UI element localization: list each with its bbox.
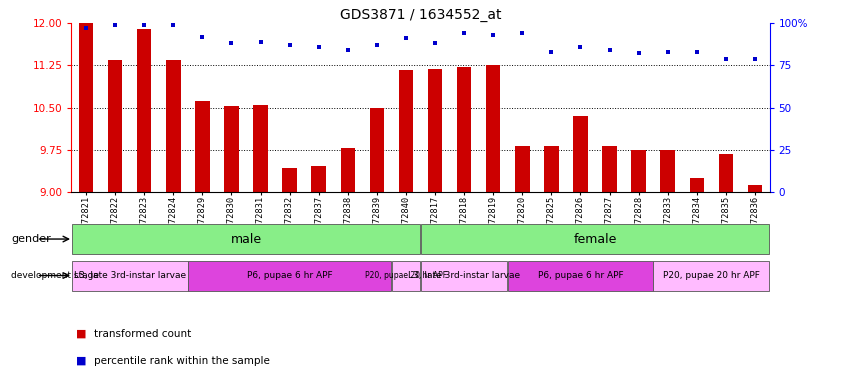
Bar [748,185,762,192]
Bar [195,101,209,192]
Text: P6, pupae 6 hr APF: P6, pupae 6 hr APF [246,271,332,280]
Bar [311,166,326,192]
Bar [79,23,93,192]
Bar [283,168,297,192]
Bar [137,29,151,192]
Bar [718,154,733,192]
Bar [420,260,507,291]
Bar [166,60,181,192]
Bar [369,108,384,192]
Text: female: female [574,233,616,245]
Text: male: male [230,233,262,245]
Bar [71,260,188,291]
Bar [602,146,616,192]
Text: transformed count: transformed count [94,329,192,339]
Bar [225,106,239,192]
Bar [399,70,413,192]
Bar [253,105,267,192]
Text: gender: gender [11,234,50,244]
Bar [690,178,704,192]
Bar [341,148,355,192]
Bar [420,224,770,254]
Title: GDS3871 / 1634552_at: GDS3871 / 1634552_at [340,8,501,22]
Text: percentile rank within the sample: percentile rank within the sample [94,356,270,366]
Bar [653,260,770,291]
Bar [574,116,588,192]
Bar [508,260,653,291]
Bar [515,146,530,192]
Text: P6, pupae 6 hr APF: P6, pupae 6 hr APF [537,271,623,280]
Text: ■: ■ [76,329,86,339]
Text: development stage: development stage [11,271,99,280]
Text: P20, pupae 20 hr APF: P20, pupae 20 hr APF [663,271,759,280]
Bar [188,260,391,291]
Bar [486,65,500,192]
Text: P20, pupae 20 hr APF: P20, pupae 20 hr APF [365,271,447,280]
Bar [660,150,675,192]
Bar [392,260,420,291]
Bar [457,67,472,192]
Bar [108,60,123,192]
Bar [428,69,442,192]
Bar [632,150,646,192]
Bar [544,146,558,192]
Bar [71,224,420,254]
Text: L3, late 3rd-instar larvae: L3, late 3rd-instar larvae [408,271,521,280]
Text: ■: ■ [76,356,86,366]
Text: L3, late 3rd-instar larvae: L3, late 3rd-instar larvae [74,271,186,280]
